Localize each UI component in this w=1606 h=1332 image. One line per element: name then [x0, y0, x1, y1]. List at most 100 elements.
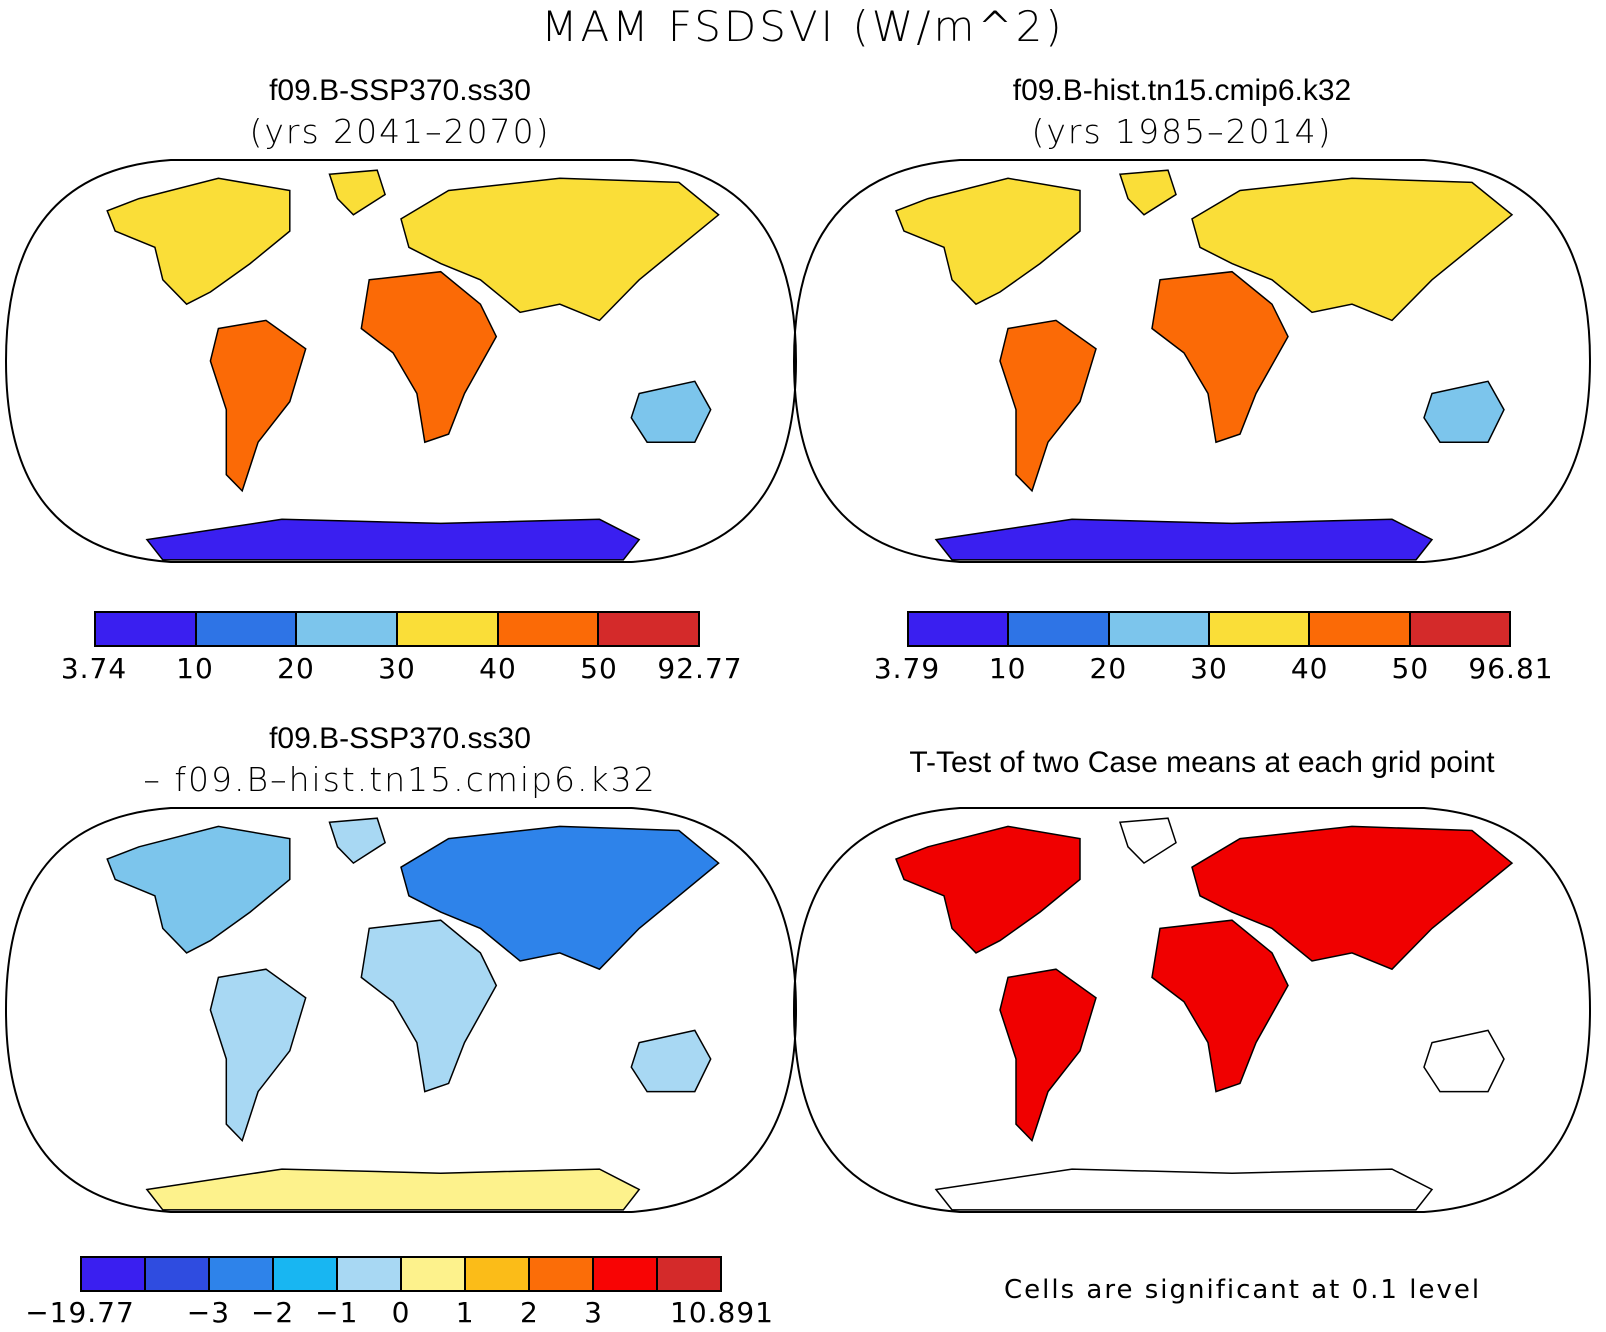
panel-2-subtitle: (yrs 1985–2014): [1031, 112, 1333, 151]
panel-3-subtitle: – f09.B–hist.tn15.cmip6.k32: [143, 760, 657, 799]
colorbar-swatch: [530, 1258, 594, 1290]
landmass-greenland: [1118, 817, 1177, 865]
colorbar-tick-label: 3.74: [60, 652, 128, 685]
landmass-africa: [360, 270, 498, 444]
landmass-antarctica: [934, 1168, 1434, 1211]
panel-1-map: [4, 159, 798, 563]
colorbar-swatch: [82, 1258, 146, 1290]
colorbar-tick-label: −19.77: [25, 1296, 135, 1329]
colorbar-tick-label: 30: [1190, 652, 1228, 685]
panel-3-colorbar: [80, 1256, 722, 1292]
colorbar-tick-label: 96.81: [1468, 652, 1554, 685]
panel-1-colorbar: [94, 611, 700, 647]
colorbar-tick-label: 10: [176, 652, 214, 685]
landmass-samerica: [999, 319, 1097, 493]
colorbar-swatch: [146, 1258, 210, 1290]
panel-2-colorbar-labels: 3.79 10 20 30 40 50 96.81: [874, 652, 1553, 688]
colorbar-tick-label: 40: [1290, 652, 1329, 685]
colorbar-tick-label: 40: [479, 652, 517, 685]
landmass-australia: [1423, 1029, 1505, 1093]
panel-3-map: [4, 807, 798, 1213]
colorbar-tick-label: 2: [519, 1296, 539, 1329]
map-outline: [792, 807, 1592, 1213]
panel-1-colorbar-labels: 3.74 10 20 30 40 50 92.77: [61, 652, 742, 688]
colorbar-swatch: [274, 1258, 338, 1290]
colorbar-swatch: [398, 613, 499, 645]
colorbar-swatch: [338, 1258, 402, 1290]
landmass-greenland: [328, 169, 386, 216]
landmass-eurasia: [1191, 825, 1514, 971]
colorbar-tick-label: 10.891: [670, 1296, 774, 1329]
colorbar-tick-label: −3: [186, 1296, 231, 1329]
colorbar-swatch: [96, 613, 197, 645]
landmass-eurasia: [400, 177, 720, 322]
colorbar-tick-label: 1: [455, 1296, 475, 1329]
panel-4-footnote: Cells are significant at 0.1 level: [1004, 1275, 1482, 1305]
map-fill: [106, 817, 720, 1211]
landmass-samerica: [209, 968, 307, 1143]
colorbar-swatch: [1109, 613, 1210, 645]
colorbar-swatch: [594, 1258, 658, 1290]
landmass-australia: [630, 380, 712, 443]
colorbar-tick-label: 50: [580, 652, 618, 685]
colorbar-tick-label: 3: [584, 1296, 604, 1329]
landmass-australia: [1423, 380, 1505, 443]
colorbar-swatch: [466, 1258, 530, 1290]
colorbar-tick-label: 50: [1391, 652, 1430, 685]
landmass-greenland: [328, 817, 386, 865]
panel-2-colorbar: [907, 611, 1511, 647]
landmass-namerica: [106, 825, 291, 954]
colorbar-tick-label: 30: [378, 652, 416, 685]
landmass-namerica: [895, 825, 1081, 954]
map-fill: [106, 169, 720, 561]
landmass-antarctica: [145, 518, 641, 561]
colorbar-swatch: [1410, 613, 1509, 645]
colorbar-swatch: [210, 1258, 274, 1290]
landmass-australia: [630, 1029, 712, 1093]
colorbar-tick-label: 3.79: [873, 652, 941, 685]
landmass-antarctica: [145, 1168, 641, 1211]
panel-1-subtitle: (yrs 2041–2070): [249, 112, 551, 151]
colorbar-swatch: [297, 613, 399, 645]
colorbar-tick-label: 20: [1089, 652, 1128, 685]
colorbar-swatch: [658, 1258, 720, 1290]
landmass-greenland: [1118, 169, 1177, 216]
panel-4-map: [792, 807, 1592, 1213]
map-fill: [895, 817, 1514, 1211]
colorbar-tick-label: 20: [277, 652, 315, 685]
colorbar-swatch: [1209, 613, 1311, 645]
map-outline: [4, 807, 798, 1213]
landmass-samerica: [209, 319, 307, 493]
colorbar-swatch: [1009, 613, 1110, 645]
colorbar-swatch: [909, 613, 1010, 645]
panel-3-title: f09.B-SSP370.ss30: [269, 722, 531, 755]
colorbar-swatch: [402, 1258, 466, 1290]
colorbar-swatch: [196, 613, 298, 645]
panel-1-title: f09.B-SSP370.ss30: [269, 74, 531, 107]
colorbar-swatch: [1310, 613, 1411, 645]
map-outline: [4, 159, 798, 563]
panel-2-title: f09.B-hist.tn15.cmip6.k32: [1012, 74, 1352, 107]
landmass-africa: [1151, 270, 1289, 444]
panel-2-map: [792, 159, 1592, 563]
landmass-namerica: [106, 177, 291, 306]
map-outline: [792, 159, 1592, 563]
landmass-eurasia: [400, 825, 720, 971]
colorbar-tick-label: 10: [988, 652, 1027, 685]
colorbar-swatch: [599, 613, 699, 645]
landmass-namerica: [895, 177, 1081, 306]
figure-title: MAM FSDSVI (W/m^2): [541, 2, 1065, 51]
landmass-eurasia: [1191, 177, 1514, 322]
panel-3-colorbar-labels: −19.77 −3 −2 −1 0 1 2 3 10.891: [25, 1296, 773, 1332]
colorbar-tick-label: −1: [315, 1296, 359, 1329]
landmass-africa: [360, 919, 498, 1093]
landmass-antarctica: [934, 518, 1434, 561]
colorbar-tick-label: −2: [250, 1296, 295, 1329]
map-fill: [895, 169, 1514, 561]
landmass-africa: [1151, 919, 1289, 1093]
colorbar-tick-label: 92.77: [657, 652, 743, 685]
panel-4-title: T-Test of two Case means at each grid po…: [909, 746, 1495, 779]
colorbar-swatch: [498, 613, 600, 645]
landmass-samerica: [999, 968, 1097, 1143]
colorbar-tick-label: 0: [391, 1296, 411, 1329]
